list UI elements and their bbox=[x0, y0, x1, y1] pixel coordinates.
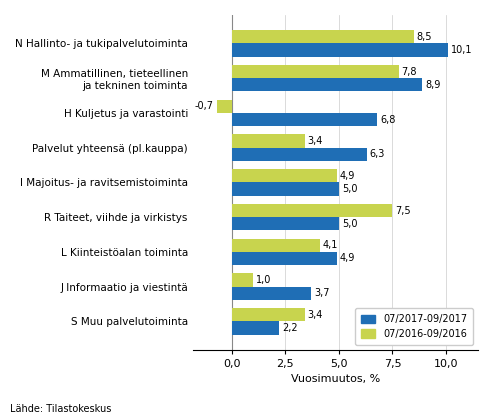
Text: 3,4: 3,4 bbox=[308, 310, 323, 320]
Bar bbox=[232, 273, 253, 287]
Text: 3,4: 3,4 bbox=[308, 136, 323, 146]
Text: 5,0: 5,0 bbox=[342, 184, 357, 194]
Bar bbox=[232, 30, 414, 43]
Bar bbox=[232, 113, 378, 126]
Bar bbox=[232, 134, 305, 148]
X-axis label: Vuosimuutos, %: Vuosimuutos, % bbox=[291, 374, 380, 384]
Text: 5,0: 5,0 bbox=[342, 219, 357, 229]
Text: 10,1: 10,1 bbox=[451, 45, 472, 55]
Bar bbox=[232, 308, 305, 321]
Bar bbox=[232, 252, 337, 265]
Text: 2,2: 2,2 bbox=[282, 323, 297, 333]
Text: Lähde: Tilastokeskus: Lähde: Tilastokeskus bbox=[10, 404, 111, 414]
Bar bbox=[232, 65, 399, 78]
Bar bbox=[232, 239, 319, 252]
Text: 4,1: 4,1 bbox=[322, 240, 338, 250]
Bar bbox=[232, 217, 339, 230]
Bar bbox=[232, 321, 279, 334]
Bar bbox=[232, 43, 448, 57]
Text: -0,7: -0,7 bbox=[195, 102, 214, 111]
Bar bbox=[232, 78, 423, 92]
Text: 7,8: 7,8 bbox=[402, 67, 417, 77]
Text: 6,8: 6,8 bbox=[380, 114, 395, 124]
Legend: 07/2017-09/2017, 07/2016-09/2016: 07/2017-09/2017, 07/2016-09/2016 bbox=[355, 308, 473, 345]
Bar bbox=[232, 169, 337, 182]
Bar bbox=[217, 100, 232, 113]
Text: 1,0: 1,0 bbox=[256, 275, 272, 285]
Text: 8,9: 8,9 bbox=[425, 80, 441, 90]
Text: 8,5: 8,5 bbox=[417, 32, 432, 42]
Text: 4,9: 4,9 bbox=[340, 253, 355, 263]
Bar bbox=[232, 148, 367, 161]
Bar bbox=[232, 204, 392, 217]
Bar bbox=[232, 287, 311, 300]
Text: 7,5: 7,5 bbox=[395, 206, 411, 215]
Text: 6,3: 6,3 bbox=[370, 149, 385, 159]
Text: 4,9: 4,9 bbox=[340, 171, 355, 181]
Bar bbox=[232, 182, 339, 196]
Text: 3,7: 3,7 bbox=[314, 288, 329, 298]
